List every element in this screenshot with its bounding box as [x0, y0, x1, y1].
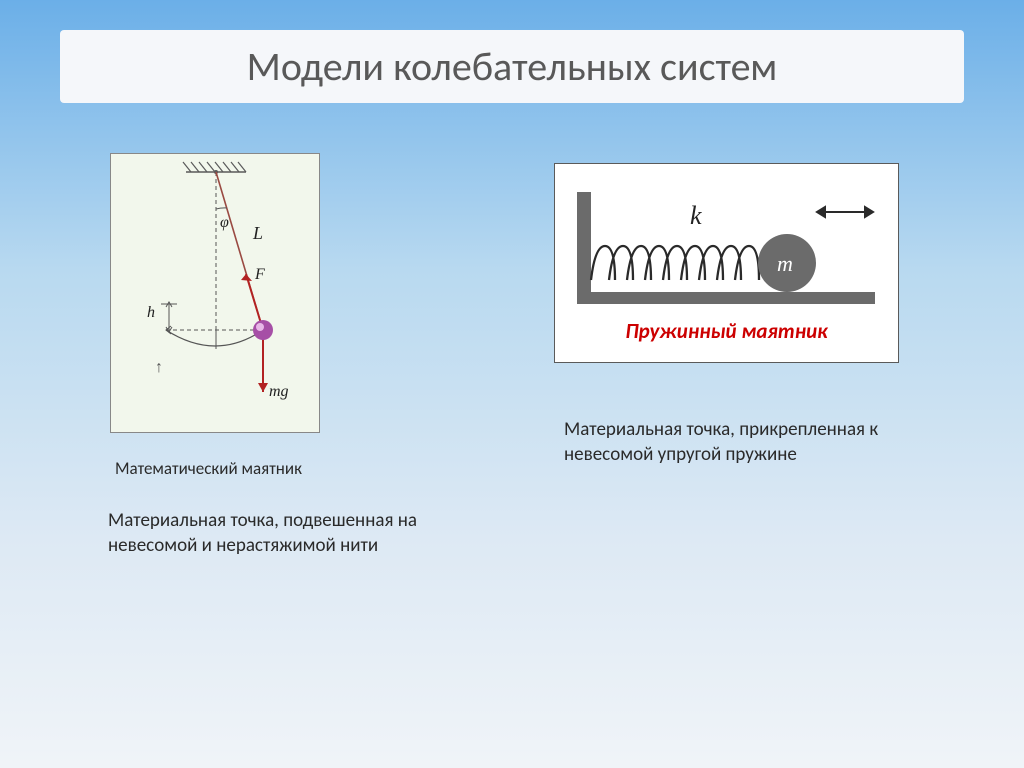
spring-diagram: k m Пружинный маятник: [554, 163, 899, 363]
height-marker: [161, 302, 177, 332]
mass-label: m: [777, 251, 793, 276]
angle-label: φ: [220, 214, 229, 231]
content-row: φ L h ↑: [40, 153, 984, 558]
slide: Модели колебательных систем: [0, 0, 1024, 768]
bob-icon: [253, 320, 273, 340]
height-label: h: [147, 304, 155, 321]
force-label: F⃗: [254, 266, 277, 283]
length-label: L: [252, 223, 263, 243]
pendulum-column: φ L h ↑: [90, 153, 430, 558]
trajectory-arc: [166, 330, 263, 346]
weight-label: mg⃗: [269, 383, 301, 400]
spring-column: k m Пружинный маятник Материальная точка…: [554, 153, 934, 558]
slide-title: Модели колебательных систем: [80, 42, 944, 91]
spring-description: Материальная точка, прикрепленная к неве…: [554, 363, 934, 467]
spring-icon: [591, 246, 759, 280]
title-container: Модели колебательных систем: [60, 30, 964, 103]
pendulum-diagram: φ L h ↑: [110, 153, 320, 433]
arc-up-arrow: ↑: [155, 359, 163, 376]
angle-arc: [216, 208, 227, 209]
floor-icon: [577, 292, 875, 304]
pendulum-description: Материальная точка, подвешенная на невес…: [90, 479, 430, 558]
spring-constant-label: k: [690, 201, 702, 230]
spring-caption-text: Пружинный маятник: [625, 318, 827, 344]
pendulum-svg: φ L h ↑: [111, 154, 321, 434]
ceiling-icon: [183, 162, 246, 172]
wall-icon: [577, 192, 591, 302]
pendulum-caption: Математический маятник: [90, 433, 302, 479]
double-arrow-icon: [817, 207, 873, 217]
spring-caption: Пружинный маятник: [555, 318, 898, 344]
